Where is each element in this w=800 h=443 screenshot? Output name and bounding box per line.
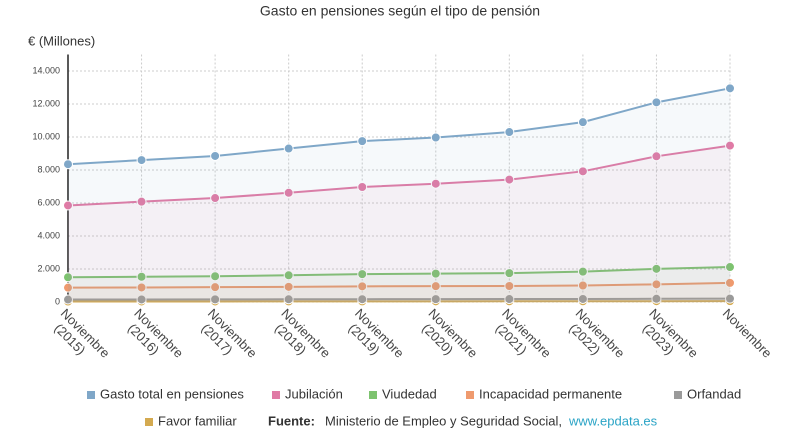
y-axis-label: € (Millones) — [28, 33, 95, 48]
legend-label[interactable]: Incapacidad permanente — [479, 386, 622, 401]
point — [578, 118, 587, 127]
y-tick-label: 2.000 — [37, 263, 60, 273]
point — [726, 84, 735, 93]
x-tick-label: Noviembre (2023) — [635, 306, 703, 374]
legend-swatch — [272, 391, 280, 399]
y-tick-label: 14.000 — [32, 65, 60, 75]
point — [358, 137, 367, 146]
legend-label[interactable]: Orfandad — [687, 386, 741, 401]
point — [505, 128, 514, 137]
source-link[interactable]: www.epdata.es — [568, 413, 658, 428]
point — [284, 144, 293, 153]
x-tick-label: Noviembre (2018) — [268, 306, 336, 374]
x-tick-label: Noviembre (2022) — [562, 306, 630, 374]
point — [137, 156, 146, 165]
point — [431, 133, 440, 142]
point — [64, 160, 73, 169]
source: Fuente: Ministerio de Empleo y Seguridad… — [268, 413, 658, 428]
legend-swatch — [369, 391, 377, 399]
legend-label[interactable]: Jubilación — [285, 386, 343, 401]
legend-label[interactable]: Favor familiar — [158, 413, 237, 428]
x-tick-label: Noviembre (2017) — [194, 306, 262, 374]
source-label: Fuente: — [268, 413, 315, 428]
y-tick-label: 10.000 — [32, 131, 60, 141]
point — [652, 98, 661, 107]
legend-label[interactable]: Viudedad — [382, 386, 437, 401]
x-tick-label: Noviembre — [719, 306, 774, 361]
y-tick-label: 8.000 — [37, 164, 60, 174]
legend-swatch — [674, 391, 682, 399]
x-tick-label: Noviembre (2021) — [488, 306, 556, 374]
legend-swatch — [145, 418, 153, 426]
x-tick-label: Noviembre (2019) — [341, 306, 409, 374]
x-tick-label: Noviembre (2020) — [415, 306, 483, 374]
y-tick-label: 12.000 — [32, 98, 60, 108]
legend-swatch — [466, 391, 474, 399]
legend-swatch — [87, 391, 95, 399]
area — [68, 88, 730, 302]
y-tick-label: 0 — [55, 296, 60, 306]
x-tick-label: Noviembre (2015) — [47, 306, 115, 374]
chart-title: Gasto en pensiones según el tipo de pens… — [260, 3, 540, 19]
point — [211, 151, 220, 160]
source-text: Ministerio de Empleo y Seguridad Social, — [325, 413, 562, 428]
x-tick-label: Noviembre (2016) — [120, 306, 188, 374]
legend-label[interactable]: Gasto total en pensiones — [100, 386, 244, 401]
y-tick-label: 4.000 — [37, 230, 60, 240]
y-tick-label: 6.000 — [37, 197, 60, 207]
